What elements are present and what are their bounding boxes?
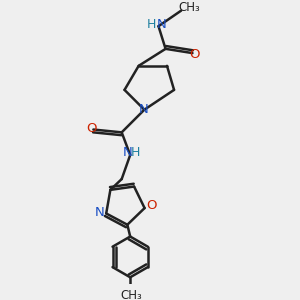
Text: CH₃: CH₃ bbox=[120, 289, 142, 300]
Text: O: O bbox=[86, 122, 96, 135]
Text: O: O bbox=[146, 199, 157, 212]
Text: N: N bbox=[95, 206, 105, 219]
Text: N: N bbox=[122, 146, 132, 159]
Text: CH₃: CH₃ bbox=[179, 1, 200, 14]
Text: H: H bbox=[147, 18, 156, 31]
Text: N: N bbox=[156, 18, 166, 31]
Text: O: O bbox=[190, 48, 200, 61]
Text: N: N bbox=[139, 103, 148, 116]
Text: H: H bbox=[130, 146, 140, 159]
